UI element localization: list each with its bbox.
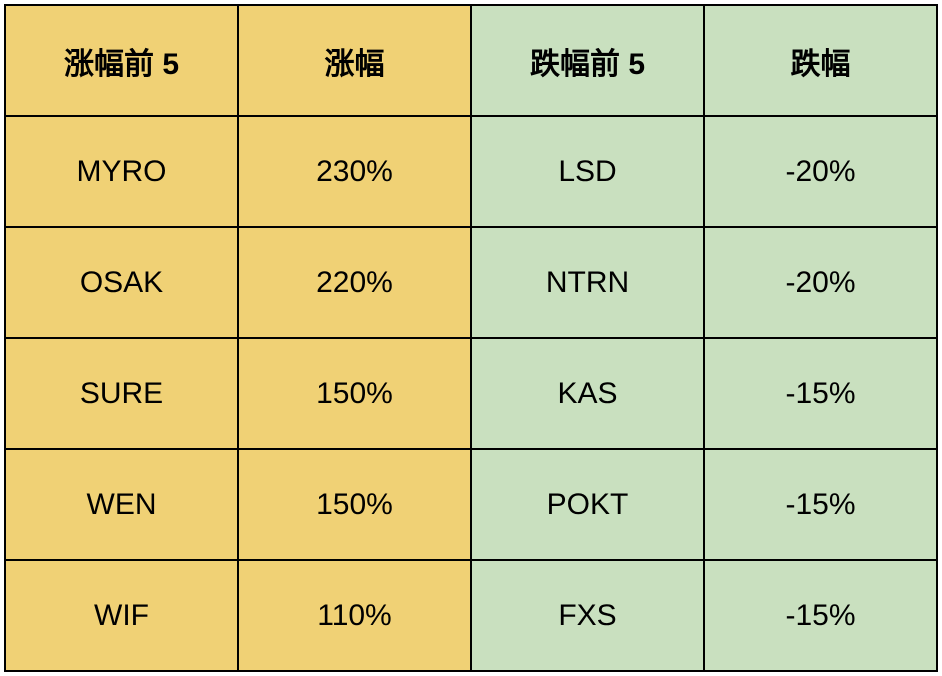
gain-symbol-cell: SURE [5,338,238,449]
header-loss-pct: 跌幅 [704,5,937,116]
table-row: SURE 150% KAS -15% [5,338,937,449]
gain-symbol-cell: MYRO [5,116,238,227]
table-header-row: 涨幅前 5 涨幅 跌幅前 5 跌幅 [5,5,937,116]
gain-symbol-cell: WEN [5,449,238,560]
loss-pct-cell: -15% [704,560,937,671]
gain-pct-cell: 150% [238,338,471,449]
table-row: WEN 150% POKT -15% [5,449,937,560]
gain-loss-table: 涨幅前 5 涨幅 跌幅前 5 跌幅 MYRO 230% LSD -20% OSA… [4,4,938,672]
loss-symbol-cell: NTRN [471,227,704,338]
gain-pct-cell: 220% [238,227,471,338]
header-gain-top5: 涨幅前 5 [5,5,238,116]
loss-symbol-cell: KAS [471,338,704,449]
gain-pct-cell: 110% [238,560,471,671]
header-gain-pct: 涨幅 [238,5,471,116]
gain-symbol-cell: WIF [5,560,238,671]
header-loss-top5: 跌幅前 5 [471,5,704,116]
loss-pct-cell: -20% [704,227,937,338]
loss-pct-cell: -20% [704,116,937,227]
loss-pct-cell: -15% [704,449,937,560]
loss-symbol-cell: FXS [471,560,704,671]
gain-pct-cell: 150% [238,449,471,560]
loss-symbol-cell: LSD [471,116,704,227]
loss-symbol-cell: POKT [471,449,704,560]
gain-pct-cell: 230% [238,116,471,227]
table-row: WIF 110% FXS -15% [5,560,937,671]
table-row: MYRO 230% LSD -20% [5,116,937,227]
table-row: OSAK 220% NTRN -20% [5,227,937,338]
gain-symbol-cell: OSAK [5,227,238,338]
loss-pct-cell: -15% [704,338,937,449]
